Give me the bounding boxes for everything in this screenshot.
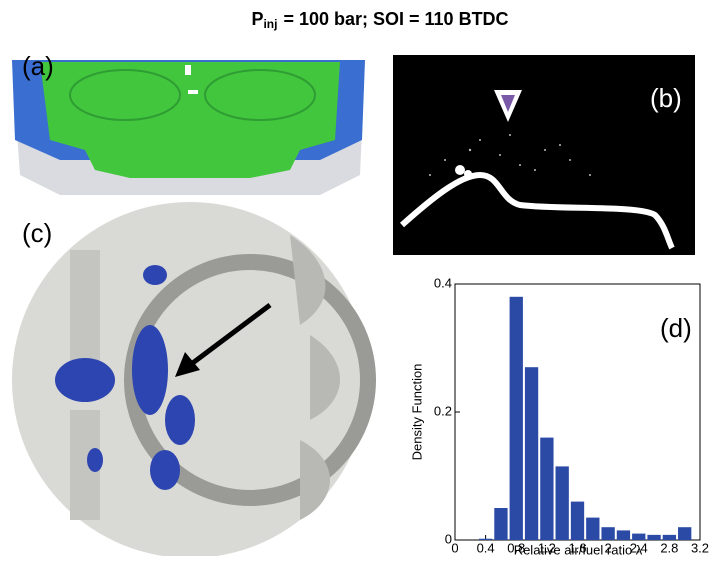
bar [479, 539, 492, 540]
y-tick-label: 0.4 [434, 275, 452, 290]
bar [647, 535, 660, 540]
panel-label: (d) [660, 313, 692, 343]
bar [571, 502, 584, 540]
bar [617, 530, 630, 540]
bar [494, 508, 507, 540]
bar [556, 466, 569, 540]
bar [632, 534, 645, 540]
page: Pinj = 100 bar; SOI = 110 BTDC (a) (b) [0, 0, 715, 561]
y-axis-label: Density Function [409, 364, 424, 461]
panel-a-image [12, 60, 365, 195]
bar [510, 297, 523, 540]
panel-c-image [12, 202, 368, 556]
figure-title: Pinj = 100 bar; SOI = 110 BTDC [251, 9, 508, 31]
title-rest: = 100 bar; SOI = 110 BTDC [283, 9, 508, 29]
x-tick-label: 0.8 [507, 540, 525, 555]
bar [540, 438, 553, 540]
x-tick-label: 3.2 [691, 540, 709, 555]
title-main: P [251, 9, 263, 29]
bar [663, 535, 676, 540]
panel-label: (c) [22, 218, 52, 248]
y-tick-label: 0.2 [434, 403, 452, 418]
figure: Pinj = 100 bar; SOI = 110 BTDC (a) (b) [0, 0, 715, 556]
bar [678, 527, 691, 540]
bar [525, 367, 538, 540]
x-tick-label: 2.8 [660, 540, 678, 555]
title-subscript: inj [263, 17, 277, 31]
x-tick-label: 1.6 [568, 540, 586, 555]
x-tick-label: 0.4 [477, 540, 495, 555]
y-tick-label: 0 [445, 531, 452, 546]
bar [586, 518, 599, 540]
panel-label: (a) [22, 51, 54, 81]
x-tick-label: 2 [605, 540, 612, 555]
bar [601, 527, 614, 540]
x-tick-label: 2.4 [630, 540, 648, 555]
x-tick-label: 0 [451, 540, 458, 555]
x-tick-label: 1.2 [538, 540, 556, 555]
panel-label: (b) [650, 83, 682, 113]
